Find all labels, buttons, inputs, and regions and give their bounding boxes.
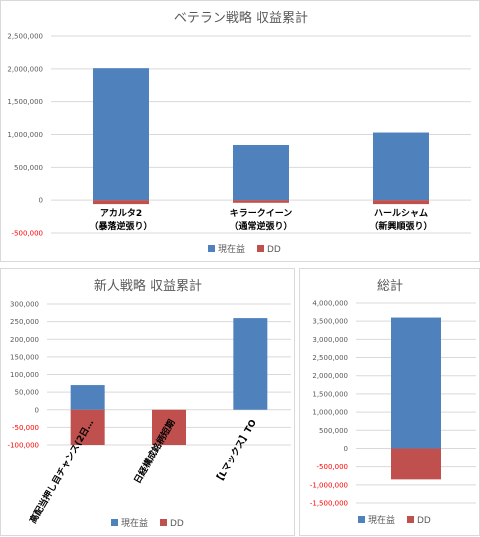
- category-label: キラークイーン: [230, 208, 293, 219]
- category-label: ハールシャム: [374, 208, 428, 219]
- y-tick-label: -1,000,000: [310, 481, 348, 489]
- y-tick-label: 2,000,000: [312, 372, 348, 380]
- y-tick-label: 200,000: [10, 336, 39, 344]
- legend-swatch: [257, 245, 264, 252]
- category-label: （新興順張り）: [369, 220, 432, 232]
- category-label: （暴落逆張り）: [89, 220, 152, 232]
- y-tick-label: 250,000: [10, 318, 39, 326]
- y-tick-label: -100,000: [8, 442, 39, 450]
- total-chart: 総計 -1,500,000 -1,000,000 -500,000 0 500,000 1,…: [310, 278, 476, 526]
- y-tick-label: 0: [39, 197, 43, 205]
- bar-current-profit: [373, 132, 429, 201]
- y-tick-label: 2,500,000: [7, 33, 43, 41]
- y-tick-label: 4,000,000: [312, 300, 348, 308]
- legend-swatch: [208, 245, 215, 252]
- bar-current-profit: [70, 385, 105, 410]
- y-tick-label: 1,000,000: [312, 409, 348, 417]
- y-tick-label: 1,000,000: [7, 131, 43, 139]
- category-label: アカルタ2: [100, 207, 142, 219]
- veteran-strategy-chart-panel: ベテラン戦略 収益累計 -500,000 0 500,000 1,000,000 1,50…: [0, 0, 480, 262]
- y-tick-label: 150,000: [10, 353, 39, 361]
- category-label: （通常逆張り）: [229, 220, 292, 232]
- bar-current-profit: [233, 318, 268, 410]
- total-chart-panel: 総計 -1,500,000 -1,000,000 -500,000 0 500,000 1,…: [299, 268, 480, 536]
- chart-title: 新人戦略 収益累計: [94, 278, 202, 294]
- veteran-strategy-chart: ベテラン戦略 収益累計 -500,000 0 500,000 1,000,000 1,50…: [7, 10, 471, 255]
- bar-dd: [373, 200, 429, 205]
- bar-dd: [70, 409, 105, 445]
- legend-label: DD: [417, 516, 431, 526]
- y-tick-label: 0: [35, 406, 39, 414]
- y-tick-label: -500,000: [317, 463, 348, 471]
- rookie-strategy-chart: 新人戦略 収益累計 -100,000 -50,000 0 50,000 100,000 15…: [8, 278, 291, 529]
- y-tick-label: 1,500,000: [312, 390, 348, 398]
- bar-dd: [391, 448, 441, 480]
- bar-current-profit: [233, 145, 289, 201]
- y-tick-label: -50,000: [12, 424, 39, 432]
- y-tick-label: 2,500,000: [312, 354, 348, 362]
- y-tick-label: 3,500,000: [312, 318, 348, 326]
- legend-swatch: [407, 516, 414, 523]
- chart-title: 総計: [377, 278, 403, 294]
- legend-label: 現在益: [218, 243, 245, 255]
- rookie-strategy-chart-panel: 新人戦略 収益累計 -100,000 -50,000 0 50,000 100,000 15…: [0, 268, 295, 536]
- legend-swatch: [358, 516, 365, 523]
- y-tick-label: 300,000: [10, 301, 39, 309]
- y-tick-label: 0: [344, 445, 348, 453]
- y-tick-label: 500,000: [319, 427, 348, 435]
- legend-label: DD: [170, 519, 184, 529]
- legend-label: DD: [267, 245, 281, 255]
- bar-current-profit: [93, 68, 149, 201]
- y-tick-label: 50,000: [15, 389, 40, 397]
- y-tick-label: 100,000: [10, 371, 39, 379]
- y-tick-label: -500,000: [12, 230, 43, 238]
- bar-dd: [152, 409, 186, 445]
- y-tick-label: 2,000,000: [7, 65, 43, 73]
- y-tick-label: 3,000,000: [312, 336, 348, 344]
- category-label: 高配当押し目チャンス(2日…: [27, 417, 96, 525]
- y-tick-label: -1,500,000: [310, 500, 348, 508]
- legend-swatch: [111, 519, 118, 526]
- bar-dd: [93, 200, 149, 205]
- bar-current-profit: [391, 317, 441, 449]
- chart-title: ベテラン戦略 収益累計: [174, 10, 308, 26]
- bar-dd: [233, 200, 289, 203]
- y-tick-label: 500,000: [14, 164, 43, 172]
- legend-swatch: [160, 519, 167, 526]
- legend-label: 現在益: [368, 514, 395, 526]
- y-tick-label: 1,500,000: [7, 98, 43, 106]
- legend-label: 現在益: [121, 517, 148, 529]
